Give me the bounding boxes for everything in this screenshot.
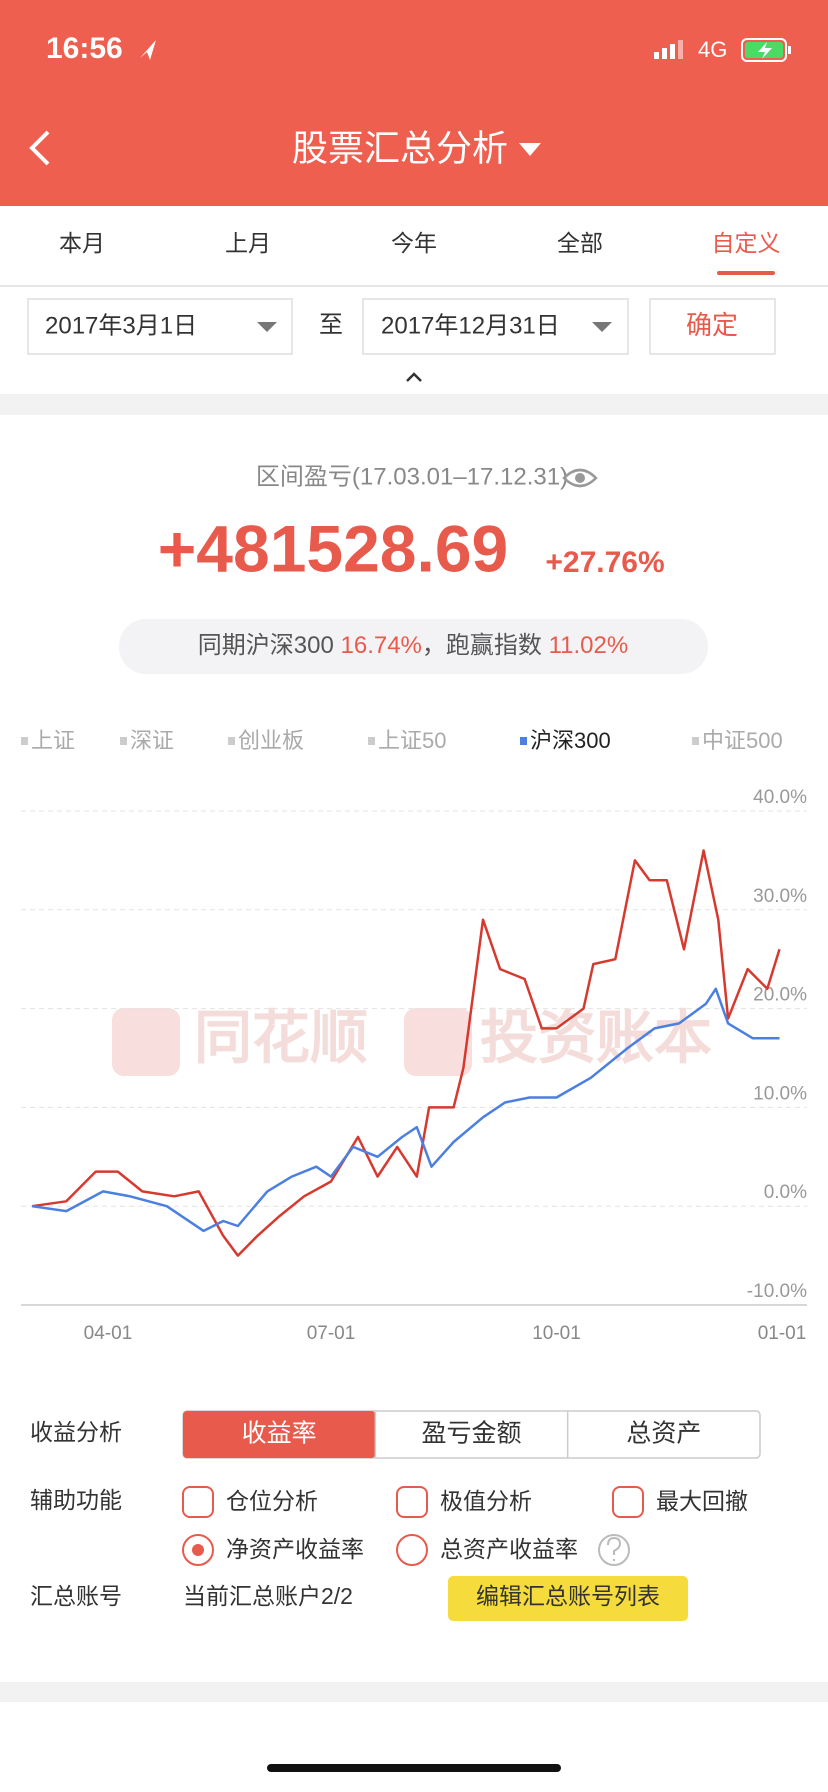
confirm-label: 确定 (686, 310, 738, 340)
watermark: 投资账本 (480, 1005, 712, 1070)
legend-item[interactable]: 深证 (130, 728, 174, 753)
start-date: 2017年3月1日 (45, 312, 197, 339)
home-indicator (267, 1764, 561, 1772)
checkbox-label[interactable]: 极值分析 (440, 1488, 532, 1514)
checkbox[interactable] (182, 1486, 214, 1518)
watermark-logo (112, 1008, 180, 1076)
signal-icon (654, 40, 683, 59)
legend-swatch (228, 737, 235, 745)
x-tick-label: 07-01 (307, 1323, 356, 1344)
edit-button[interactable] (448, 1576, 688, 1621)
battery-icon (741, 38, 791, 62)
checkbox[interactable] (396, 1486, 428, 1518)
legend-swatch (21, 737, 28, 745)
title-dropdown[interactable] (519, 143, 541, 156)
legend-swatch (520, 737, 527, 745)
checkbox[interactable] (612, 1486, 644, 1518)
watermark-logo (404, 1008, 472, 1076)
header-bg (0, 0, 828, 206)
checkbox-label[interactable]: 最大回撤 (656, 1488, 748, 1514)
collapse-toggle[interactable] (406, 372, 422, 382)
legend-item[interactable]: 中证500 (702, 728, 783, 753)
end-date: 2017年12月31日 (381, 312, 560, 339)
radio[interactable] (396, 1534, 428, 1566)
y-tick-label: 30.0% (753, 886, 807, 907)
tab[interactable]: 今年 (391, 230, 437, 256)
comparison-prefix: 同期沪深300 (198, 632, 341, 659)
comparison-text: 同期沪深300 16.74%，跑赢指数 11.02% (198, 632, 628, 659)
tab[interactable]: 上月 (225, 230, 271, 256)
y-tick-label: 0.0% (764, 1182, 807, 1203)
excess-return: 11.02% (549, 632, 629, 659)
radio-dot (192, 1544, 204, 1556)
row-label: 汇总账号 (30, 1583, 122, 1609)
confirm-button[interactable] (649, 298, 776, 355)
checkbox-label[interactable]: 仓位分析 (226, 1488, 318, 1514)
y-tick-label: 10.0% (753, 1083, 807, 1104)
tab[interactable]: 自定义 (712, 230, 781, 256)
segment-option[interactable]: 盈亏金额 (421, 1420, 521, 1448)
y-tick-label: 20.0% (753, 985, 807, 1006)
radio-label[interactable]: 总资产收益率 (440, 1536, 578, 1562)
dropdown-arrow (592, 322, 612, 332)
back-button[interactable] (29, 130, 50, 166)
network: 4G (698, 37, 727, 62)
tab[interactable]: 本月 (59, 230, 105, 256)
profit-percent: +27.76% (545, 546, 664, 579)
legend-swatch (120, 737, 127, 745)
segment-option[interactable]: 总资产 (626, 1420, 701, 1448)
legend-item[interactable]: 沪深300 (530, 728, 611, 753)
legend-item[interactable]: 上证 (31, 728, 75, 753)
help-mark (607, 1536, 622, 1561)
index-return: 16.74% (341, 632, 422, 659)
summary-label: 区间盈亏(17.03.01–17.12.31) (256, 463, 568, 490)
tab-indicator (717, 271, 775, 275)
legend-item[interactable]: 创业板 (238, 728, 304, 753)
edit-button-label[interactable]: 编辑汇总账号列表 (476, 1583, 660, 1609)
y-tick-label: -10.0% (747, 1281, 807, 1302)
segment-option[interactable]: 收益率 (242, 1420, 317, 1448)
radio-label[interactable]: 净资产收益率 (226, 1536, 364, 1562)
y-tick-label: 40.0% (753, 787, 807, 808)
series-line (31, 849, 781, 1257)
legend-swatch (692, 737, 699, 745)
help-icon[interactable] (598, 1534, 630, 1566)
comparison-middle: ，跑赢指数 (422, 632, 549, 659)
x-tick-label: 01-01 (758, 1323, 807, 1344)
end-date-box[interactable] (362, 298, 629, 355)
section-gap (0, 1682, 828, 1702)
legend-item[interactable]: 上证50 (378, 728, 446, 753)
eye-icon[interactable] (562, 468, 598, 488)
legend-swatch (368, 737, 375, 745)
tab[interactable]: 全部 (557, 230, 603, 256)
account-current: 当前汇总账户2/2 (183, 1583, 353, 1609)
row-label: 收益分析 (30, 1419, 122, 1445)
watermark: 同花顺 (194, 1005, 368, 1070)
x-tick-label: 04-01 (84, 1323, 133, 1344)
segment-selected (183, 1411, 376, 1458)
row-label: 辅助功能 (30, 1487, 122, 1513)
date-separator: 至 (319, 311, 343, 338)
profit-amount: +481528.69 (158, 511, 509, 585)
status-time: 16:56 (46, 32, 123, 65)
page-title[interactable]: 股票汇总分析 (292, 128, 508, 169)
x-tick-label: 10-01 (532, 1323, 581, 1344)
start-date-box[interactable] (27, 298, 293, 355)
series-line (31, 987, 780, 1233)
comparison-pill (119, 619, 708, 674)
dropdown-arrow (257, 322, 277, 332)
location-icon (140, 40, 156, 60)
section-gap (0, 394, 828, 415)
